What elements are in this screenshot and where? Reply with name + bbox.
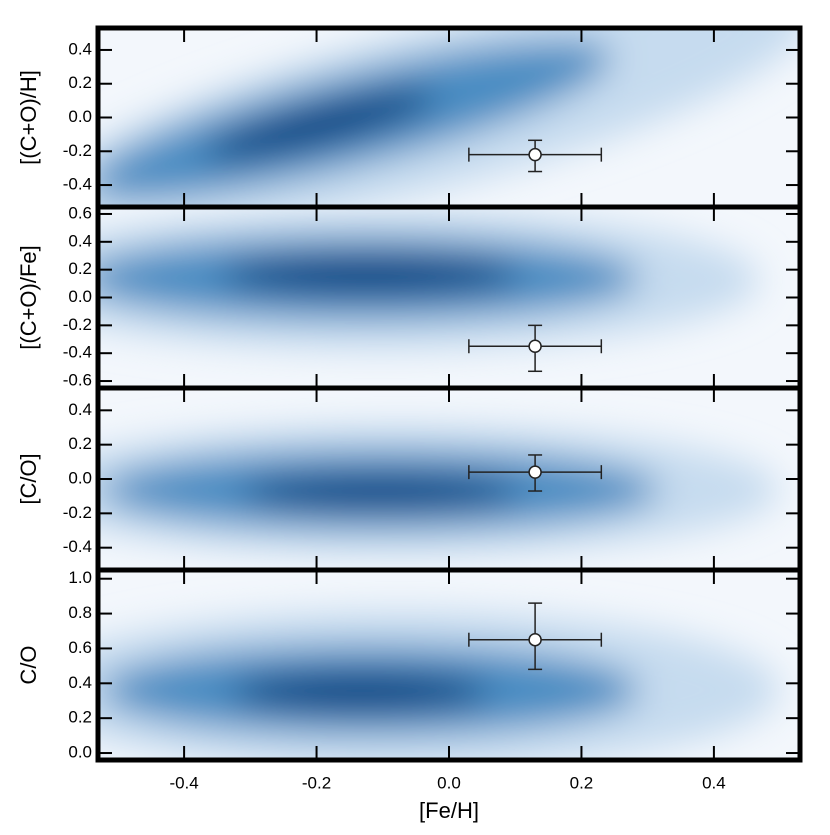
y-tick-label: 0.4 bbox=[68, 673, 92, 692]
x-axis-label: [Fe/H] bbox=[419, 798, 479, 823]
y-tick-label: 0.0 bbox=[68, 107, 92, 126]
y-tick-label: -0.6 bbox=[63, 371, 92, 390]
panel-frame bbox=[95, 567, 803, 763]
x-tick-label: 0.2 bbox=[570, 773, 594, 792]
y-tick-label: 0.2 bbox=[68, 259, 92, 278]
x-tick-label: -0.2 bbox=[302, 773, 331, 792]
y-tick-label: -0.4 bbox=[63, 537, 92, 556]
y-axis-label: C/O bbox=[16, 645, 41, 684]
density bbox=[98, 425, 780, 555]
density bbox=[98, 610, 780, 760]
x-tick-label: 0.0 bbox=[437, 773, 461, 792]
y-axis-label: [(C+O)/H] bbox=[16, 70, 41, 165]
y-axis-label: [C/O] bbox=[16, 453, 41, 504]
y-tick-label: 0.6 bbox=[68, 203, 92, 222]
data-point bbox=[528, 465, 542, 479]
x-tick-label: 0.4 bbox=[702, 773, 726, 792]
data-point bbox=[528, 339, 542, 353]
y-tick-label: 0.4 bbox=[68, 39, 92, 58]
y-tick-label: 0.0 bbox=[68, 468, 92, 487]
y-tick-label: 0.2 bbox=[68, 73, 92, 92]
y-tick-label: -0.2 bbox=[63, 315, 92, 334]
data-point bbox=[528, 147, 542, 162]
y-axis-label: [(C+O)/Fe] bbox=[16, 245, 41, 350]
y-tick-label: 0.2 bbox=[68, 708, 92, 727]
y-tick-label: -0.2 bbox=[63, 503, 92, 522]
y-tick-label: 0.4 bbox=[68, 400, 92, 419]
y-tick-label: 0.2 bbox=[68, 434, 92, 453]
y-tick-label: 0.4 bbox=[68, 231, 92, 250]
y-tick-label: 0.0 bbox=[68, 287, 92, 306]
density bbox=[98, 210, 760, 350]
y-tick-label: 0.8 bbox=[68, 603, 92, 622]
y-tick-label: -0.4 bbox=[63, 175, 92, 194]
y-tick-label: 0.6 bbox=[68, 638, 92, 657]
x-tick-label: -0.4 bbox=[169, 773, 198, 792]
data-point bbox=[528, 632, 542, 647]
y-tick-label: -0.4 bbox=[63, 343, 92, 362]
density bbox=[98, 28, 800, 207]
y-tick-label: 0.0 bbox=[68, 743, 92, 762]
y-tick-label: 1.0 bbox=[68, 568, 92, 587]
y-tick-label: -0.2 bbox=[63, 141, 92, 160]
